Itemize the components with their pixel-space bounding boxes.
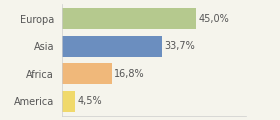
Text: 4,5%: 4,5%	[77, 96, 102, 106]
Text: 33,7%: 33,7%	[164, 41, 195, 51]
Text: 45,0%: 45,0%	[198, 14, 229, 24]
Bar	[62, 63, 112, 84]
Bar	[62, 36, 162, 57]
Bar	[62, 8, 196, 29]
Bar	[62, 91, 75, 112]
Text: 16,8%: 16,8%	[114, 69, 145, 79]
